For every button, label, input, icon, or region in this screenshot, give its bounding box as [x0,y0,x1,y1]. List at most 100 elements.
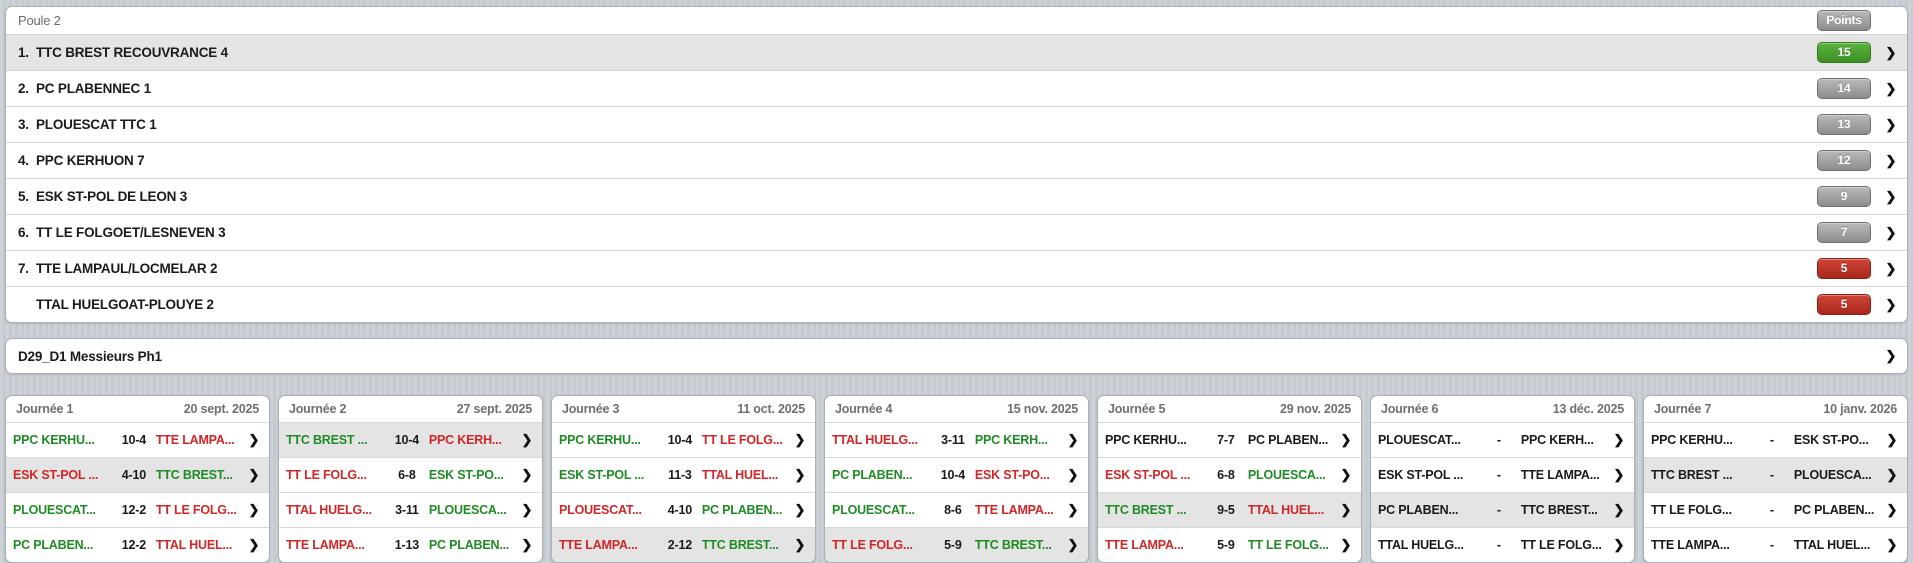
chevron-right-icon[interactable]: ❯ [1340,467,1352,482]
away-team: ESK ST-PO... [428,468,504,482]
standings-row[interactable]: 1. TTC BREST RECOUVRANCE 4 15 ❯ [6,34,1907,70]
standings-row[interactable]: 2. PC PLABENNEC 1 14 ❯ [6,70,1907,106]
match-row[interactable]: TTAL HUELG... 3-11 PLOUESCA... ❯ [279,492,542,527]
match-score: 3-11 [395,503,419,517]
home-team: TT LE FOLG... [286,468,367,482]
match-row[interactable]: TTC BREST ... 9-5 TTAL HUEL... ❯ [1098,492,1361,527]
match-row[interactable]: PLOUESCAT... 4-10 PC PLABEN... ❯ [552,492,815,527]
away-team: PC PLABEN... [1247,433,1329,447]
chevron-right-icon[interactable]: ❯ [521,467,533,482]
chevron-right-icon[interactable]: ❯ [1613,502,1625,517]
team-name: TTC BREST RECOUVRANCE 4 [36,45,228,60]
round-header: Journée 5 29 nov. 2025 [1098,396,1361,422]
chevron-right-icon[interactable]: ❯ [248,432,260,447]
match-score: - [1769,503,1774,517]
home-team: TTE LAMPA... [1105,538,1184,552]
chevron-right-icon[interactable]: ❯ [248,502,260,517]
match-row[interactable]: PC PLABEN... - TTC BREST... ❯ [1371,492,1634,527]
away-team: PLOUESCA... [1247,468,1326,482]
match-row[interactable]: PPC KERHU... - ESK ST-PO... ❯ [1644,422,1907,457]
chevron-right-icon[interactable]: ❯ [1885,224,1897,240]
chevron-right-icon[interactable]: ❯ [794,502,806,517]
chevron-right-icon[interactable]: ❯ [521,537,533,552]
division-bar[interactable]: D29_D1 Messieurs Ph1 ❯ [5,338,1908,374]
chevron-right-icon[interactable]: ❯ [521,432,533,447]
chevron-right-icon[interactable]: ❯ [1067,502,1079,517]
division-title: D29_D1 Messieurs Ph1 [18,348,162,364]
chevron-right-icon[interactable]: ❯ [1885,116,1897,132]
round-date: 11 oct. 2025 [737,402,805,416]
match-row[interactable]: ESK ST-POL ... - TTE LAMPA... ❯ [1371,457,1634,492]
chevron-right-icon[interactable]: ❯ [1613,432,1625,447]
match-row[interactable]: ESK ST-POL ... 4-10 TTC BREST... ❯ [6,457,269,492]
match-score: - [1496,468,1501,482]
chevron-right-icon[interactable]: ❯ [1613,537,1625,552]
chevron-right-icon[interactable]: ❯ [1885,260,1897,276]
chevron-right-icon[interactable]: ❯ [1340,537,1352,552]
match-row[interactable]: PC PLABEN... 12-2 TTAL HUEL... ❯ [6,527,269,562]
match-row[interactable]: PPC KERHU... 10-4 TT LE FOLG... ❯ [552,422,815,457]
match-row[interactable]: TT LE FOLG... 6-8 ESK ST-PO... ❯ [279,457,542,492]
match-row[interactable]: PC PLABEN... 10-4 ESK ST-PO... ❯ [825,457,1088,492]
points-badge: 9 [1817,186,1871,207]
match-score: 10-4 [121,433,147,447]
standings-row[interactable]: 3. PLOUESCAT TTC 1 13 ❯ [6,106,1907,142]
chevron-right-icon[interactable]: ❯ [1340,502,1352,517]
match-row[interactable]: TTAL HUELG... - TT LE FOLG... ❯ [1371,527,1634,562]
chevron-right-icon[interactable]: ❯ [1886,432,1898,447]
match-row[interactable]: PLOUESCAT... - PPC KERH... ❯ [1371,422,1634,457]
match-row[interactable]: PPC KERHU... 10-4 TTE LAMPA... ❯ [6,422,269,457]
standings-row[interactable]: TTAL HUELGOAT-PLOUYE 2 5 ❯ [6,286,1907,322]
points-badge: 5 [1817,294,1871,315]
chevron-right-icon[interactable]: ❯ [794,432,806,447]
chevron-right-icon[interactable]: ❯ [1067,432,1079,447]
chevron-right-icon[interactable]: ❯ [794,467,806,482]
match-row[interactable]: PLOUESCAT... 8-6 TTE LAMPA... ❯ [825,492,1088,527]
chevron-right-icon[interactable]: ❯ [1886,537,1898,552]
chevron-right-icon[interactable]: ❯ [1885,348,1897,363]
match-row[interactable]: PPC KERHU... 7-7 PC PLABEN... ❯ [1098,422,1361,457]
chevron-right-icon[interactable]: ❯ [1067,467,1079,482]
chevron-right-icon[interactable]: ❯ [1886,467,1898,482]
chevron-right-icon[interactable]: ❯ [1885,80,1897,96]
chevron-right-icon[interactable]: ❯ [794,537,806,552]
standings-row[interactable]: 7. TTE LAMPAUL/LOCMELAR 2 5 ❯ [6,250,1907,286]
match-row[interactable]: TTAL HUELG... 3-11 PPC KERH... ❯ [825,422,1088,457]
match-row[interactable]: TTE LAMPA... - TTAL HUEL... ❯ [1644,527,1907,562]
match-row[interactable]: TT LE FOLG... - PC PLABEN... ❯ [1644,492,1907,527]
match-row[interactable]: TT LE FOLG... 5-9 TTC BREST... ❯ [825,527,1088,562]
standings-row[interactable]: 6. TT LE FOLGOET/LESNEVEN 3 7 ❯ [6,214,1907,250]
away-team: TTAL HUEL... [701,468,779,482]
chevron-right-icon[interactable]: ❯ [1340,432,1352,447]
match-row[interactable]: ESK ST-POL ... 6-8 PLOUESCA... ❯ [1098,457,1361,492]
home-team: PC PLABEN... [832,468,913,482]
points-badge: 12 [1817,150,1871,171]
standings-row[interactable]: 5. ESK ST-POL DE LEON 3 9 ❯ [6,178,1907,214]
match-row[interactable]: TTE LAMPA... 5-9 TT LE FOLG... ❯ [1098,527,1361,562]
chevron-right-icon[interactable]: ❯ [1885,188,1897,204]
chevron-right-icon[interactable]: ❯ [1067,537,1079,552]
match-row[interactable]: TTE LAMPA... 2-12 TTC BREST... ❯ [552,527,815,562]
match-score: 6-8 [1217,468,1235,482]
round-title: Journée 6 [1381,402,1439,416]
round-card: Journée 4 15 nov. 2025 TTAL HUELG... 3-11 PP… [824,395,1089,563]
standings-row[interactable]: 4. PPC KERHUON 7 12 ❯ [6,142,1907,178]
match-row[interactable]: TTC BREST ... 10-4 PPC KERH... ❯ [279,422,542,457]
match-row[interactable]: TTE LAMPA... 1-13 PC PLABEN... ❯ [279,527,542,562]
match-row[interactable]: PLOUESCAT... 12-2 TT LE FOLG... ❯ [6,492,269,527]
chevron-right-icon[interactable]: ❯ [248,467,260,482]
chevron-right-icon[interactable]: ❯ [1885,44,1897,60]
chevron-right-icon[interactable]: ❯ [1885,152,1897,168]
chevron-right-icon[interactable]: ❯ [1885,296,1897,312]
round-date: 10 janv. 2026 [1823,402,1897,416]
away-team: ESK ST-PO... [974,468,1050,482]
match-row[interactable]: TTC BREST ... - PLOUESCA... ❯ [1644,457,1907,492]
home-team: PPC KERHU... [1651,433,1733,447]
home-team: TTAL HUELG... [832,433,918,447]
chevron-right-icon[interactable]: ❯ [1886,502,1898,517]
chevron-right-icon[interactable]: ❯ [1613,467,1625,482]
match-row[interactable]: ESK ST-POL ... 11-3 TTAL HUEL... ❯ [552,457,815,492]
chevron-right-icon[interactable]: ❯ [248,537,260,552]
chevron-right-icon[interactable]: ❯ [521,502,533,517]
round-header: Journée 6 13 déc. 2025 [1371,396,1634,422]
